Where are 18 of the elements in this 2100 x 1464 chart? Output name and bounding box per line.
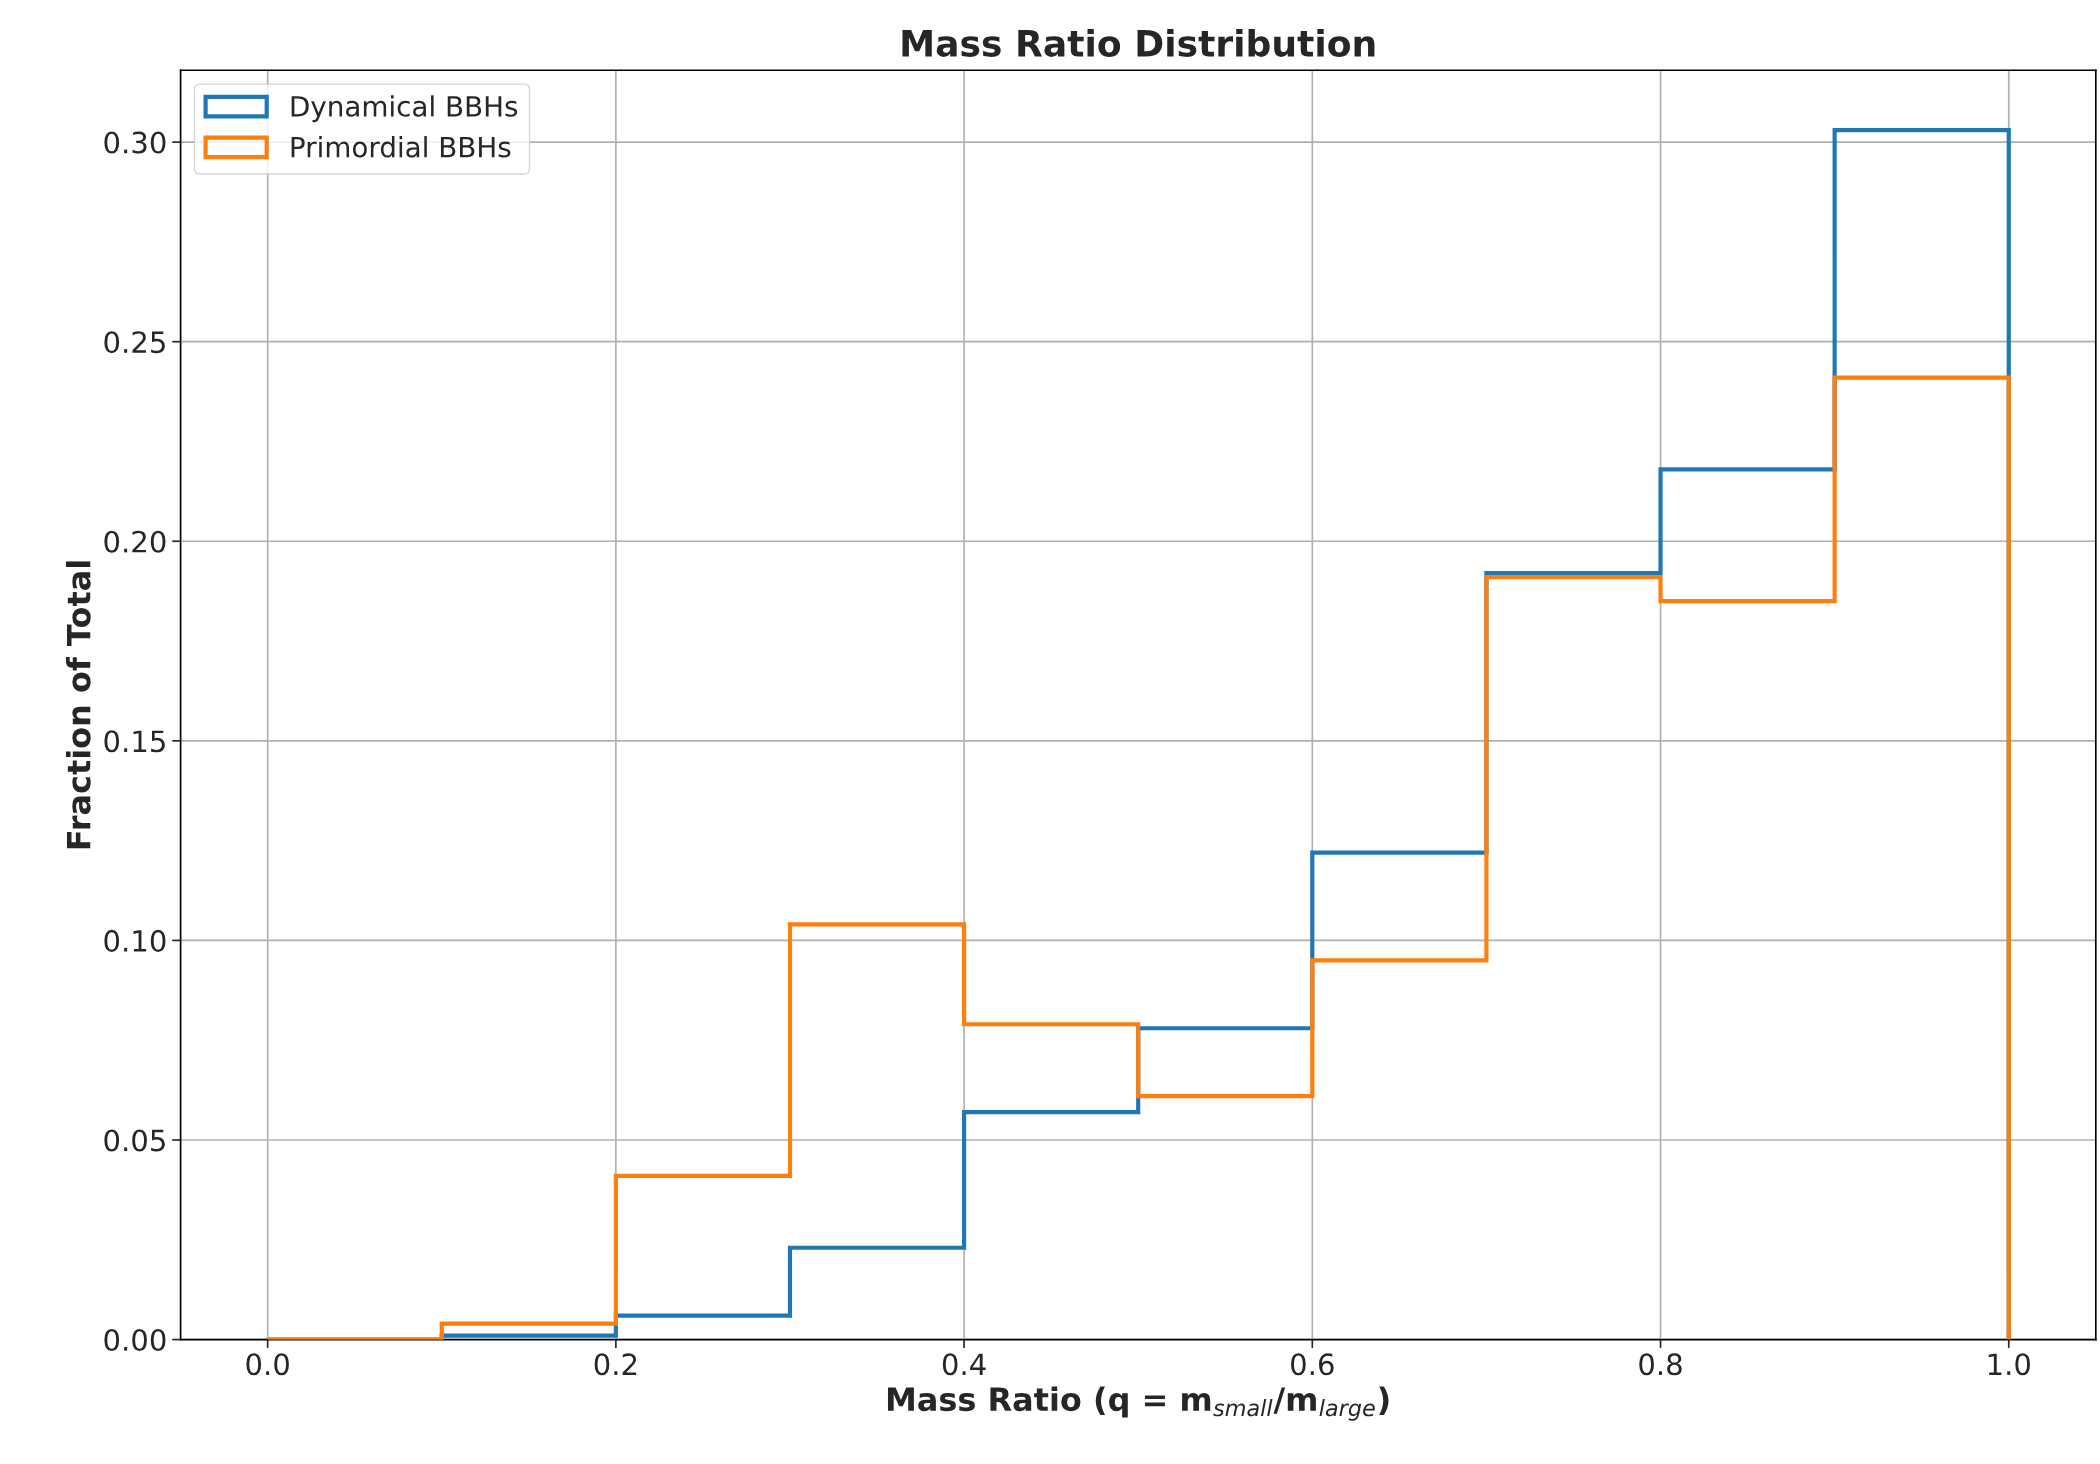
chart-title: Mass Ratio Distribution [902, 28, 1375, 57]
y-tick-label: 0.15 [104, 730, 165, 753]
y-tick-label: 0.10 [104, 929, 166, 952]
x-tick-label: 0.6 [1291, 1353, 1334, 1376]
legend-label: Dynamical BBHs [291, 95, 518, 123]
legend-label: Primordial BBHs [291, 136, 511, 158]
y-tick-label: 0.20 [104, 530, 166, 553]
y-tick-label: 0.30 [104, 131, 166, 154]
x-tick-label: 0.8 [1639, 1353, 1682, 1376]
y-tick-label: 0.00 [104, 1328, 166, 1352]
y-axis-title: Fraction of Total [65, 561, 91, 849]
x-tick-label: 1.0 [1988, 1353, 2030, 1376]
x-axis-title: Mass Ratio (q = m$_{small}$/m$_{large}$) [887, 1386, 1389, 1421]
y-tick-label: 0.05 [104, 1129, 165, 1152]
x-tick-label: 0.2 [594, 1353, 637, 1376]
x-tick-label: 0.0 [246, 1353, 289, 1376]
x-tick-label: 0.4 [942, 1353, 986, 1376]
y-tick-label: 0.25 [104, 331, 165, 354]
